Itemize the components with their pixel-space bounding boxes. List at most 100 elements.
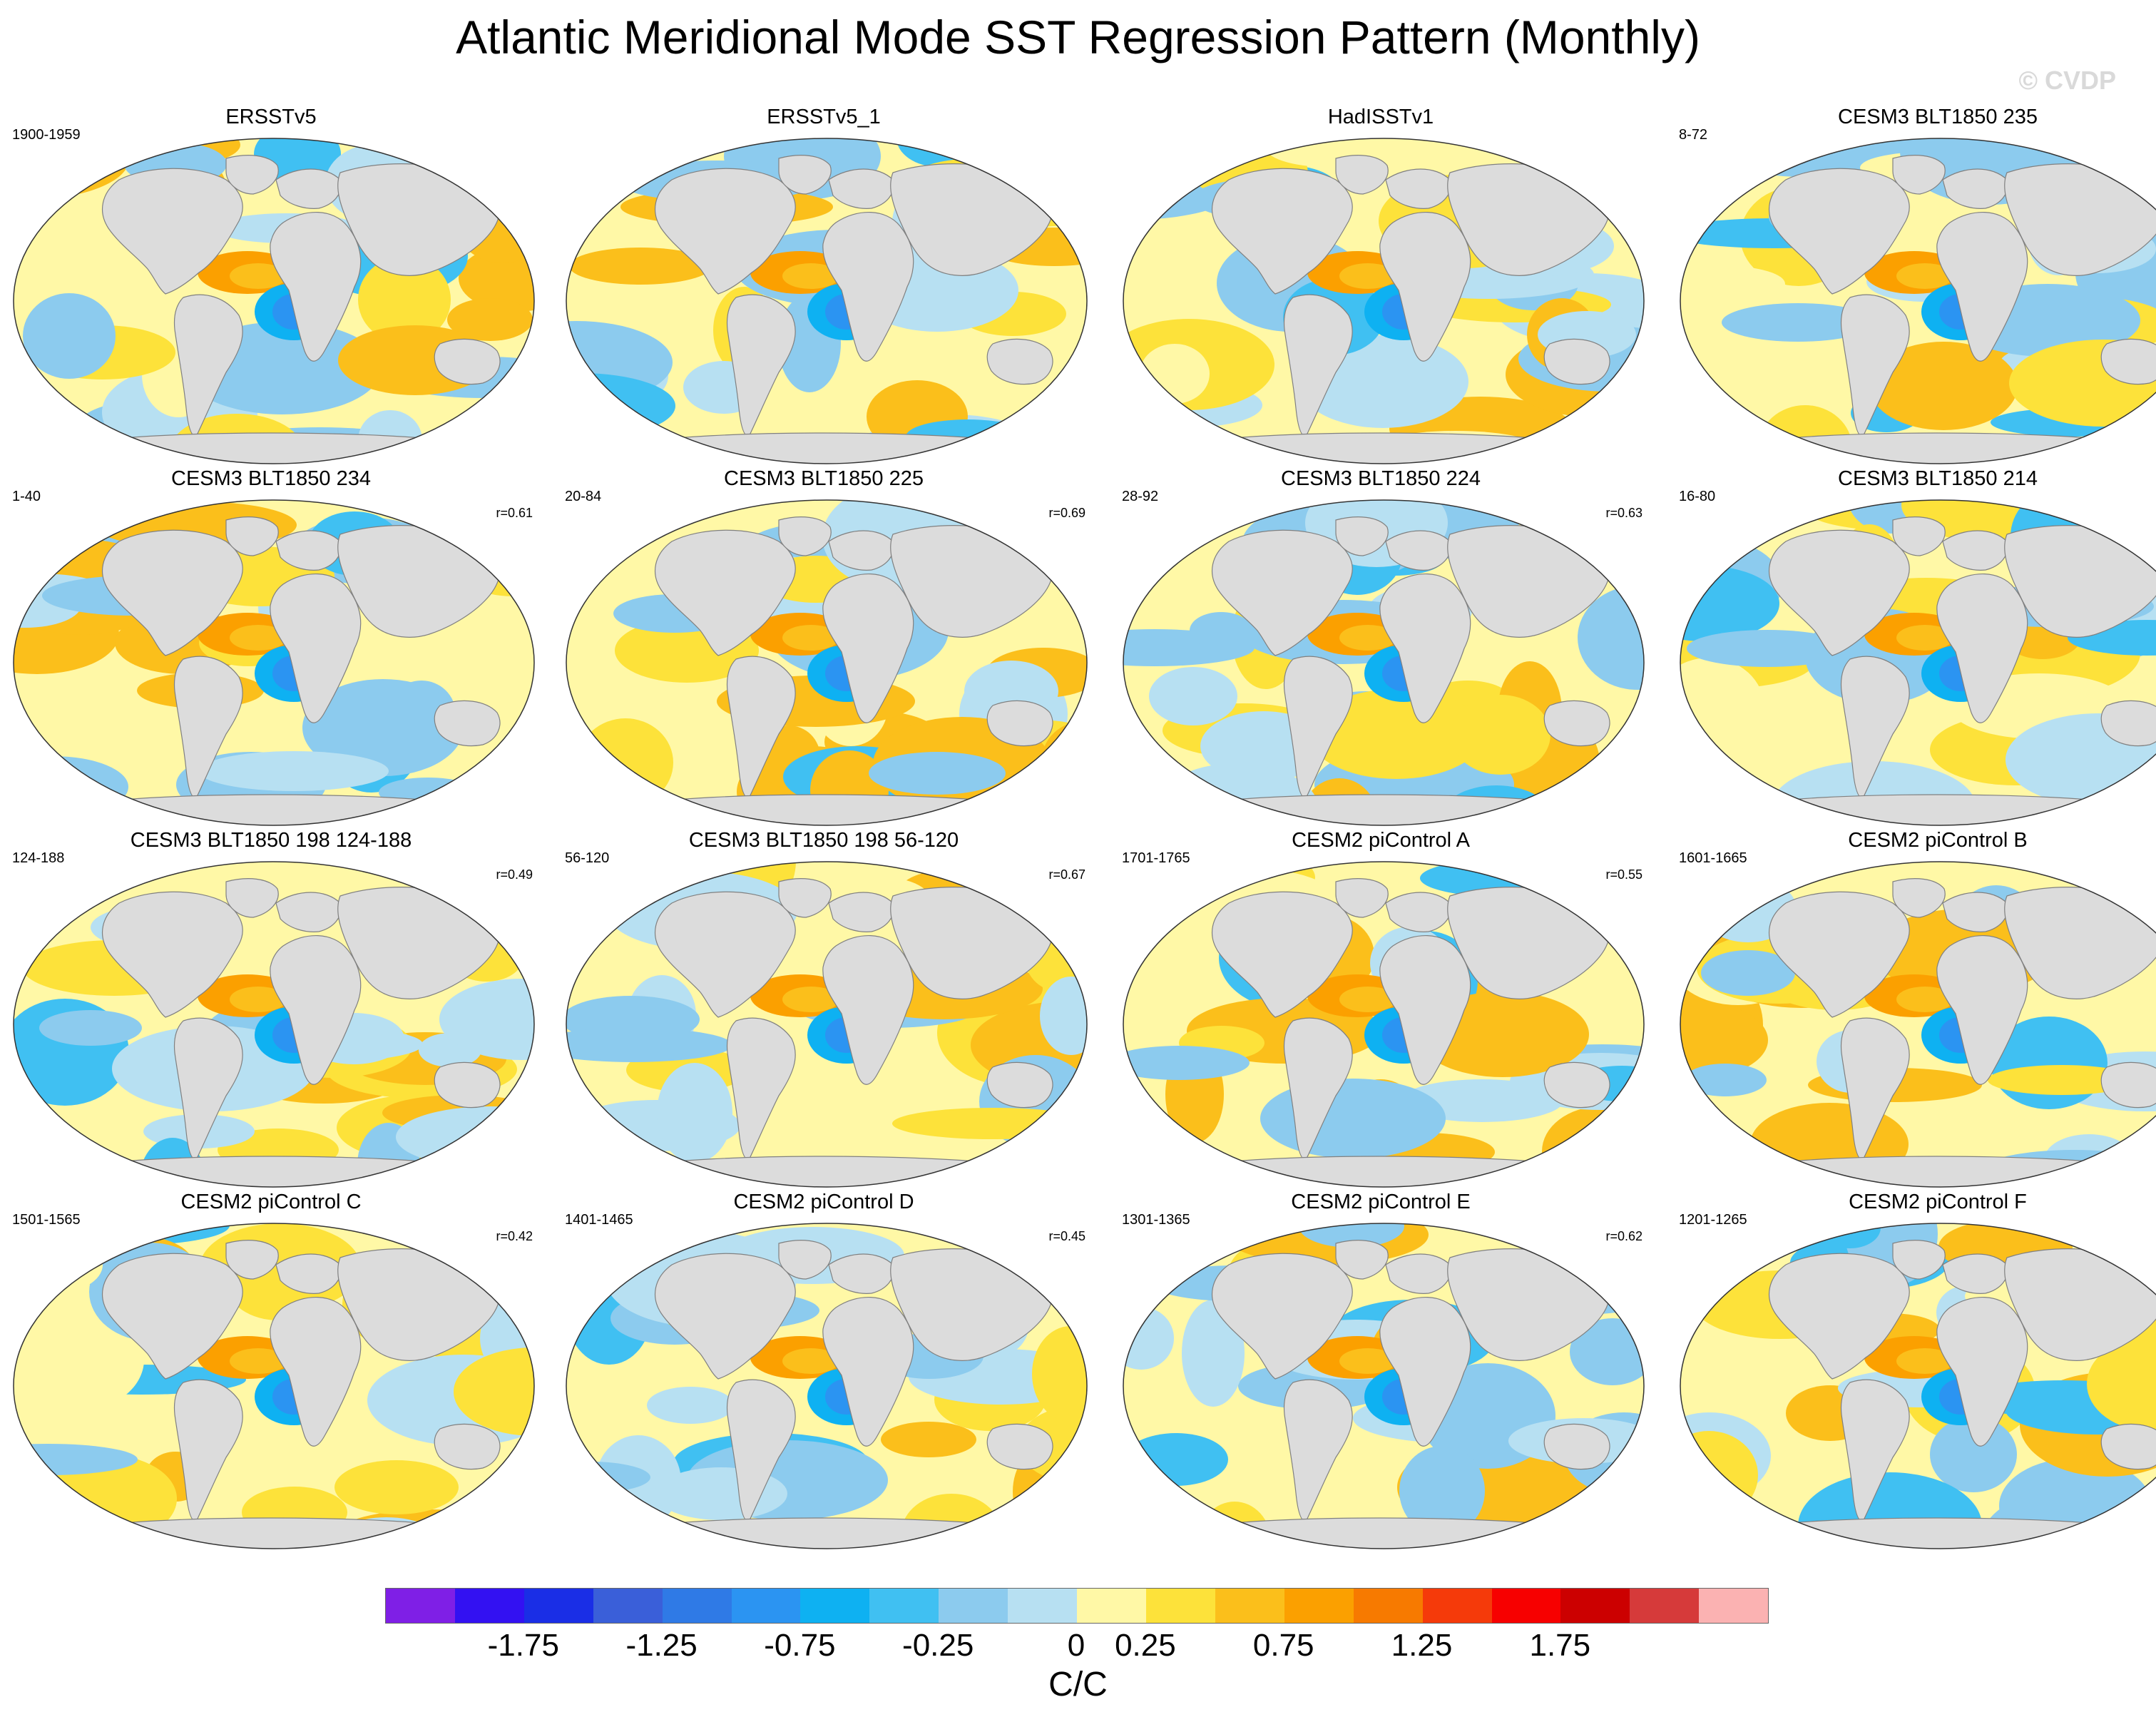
colorbar-tick-label: 0.25 bbox=[1115, 1628, 1176, 1663]
panel-correlation: r=0.45 bbox=[1048, 1229, 1085, 1243]
map-outline bbox=[1123, 138, 1645, 464]
colorbar-swatch bbox=[386, 1589, 455, 1623]
panel-title: CESM2 piControl D bbox=[733, 1191, 914, 1213]
panel-years: 124-188 bbox=[12, 850, 65, 866]
colorbar-tick-label: -0.75 bbox=[764, 1628, 836, 1663]
colorbar bbox=[385, 1588, 1769, 1624]
map-outline bbox=[1123, 499, 1645, 826]
panel-years: 1301-1365 bbox=[1122, 1212, 1190, 1228]
map-panel: CESM2 piControl C 1501-1565 r=0.42 bbox=[4, 1191, 538, 1554]
world-map bbox=[1680, 861, 2156, 1188]
world-map bbox=[1680, 499, 2156, 826]
map-outline bbox=[566, 499, 1088, 826]
panel-years: 16-80 bbox=[1679, 489, 1716, 504]
map-panel: CESM3 BLT1850 225 20-84 r=0.69 bbox=[556, 467, 1091, 831]
map-panel: CESM2 piControl A 1701-1765 r=0.55 bbox=[1113, 829, 1648, 1193]
panel-years: 1-40 bbox=[12, 489, 41, 504]
colorbar-swatch bbox=[1630, 1589, 1700, 1623]
world-map bbox=[566, 499, 1088, 826]
world-map bbox=[13, 1223, 535, 1549]
continents bbox=[628, 516, 1053, 825]
colorbar-swatch bbox=[662, 1589, 732, 1623]
map-panel: CESM3 BLT1850 224 28-92 r=0.63 bbox=[1113, 467, 1648, 831]
continents bbox=[76, 516, 501, 825]
figure-title: Atlantic Meridional Mode SST Regression … bbox=[456, 11, 1700, 63]
colorbar-swatch bbox=[1284, 1589, 1354, 1623]
world-map bbox=[13, 499, 535, 826]
map-outline bbox=[1680, 1223, 2156, 1549]
panel-correlation: r=0.42 bbox=[496, 1229, 533, 1243]
panel-years: 28-92 bbox=[1122, 489, 1159, 504]
continents bbox=[76, 1240, 501, 1549]
colorbar-swatch bbox=[1699, 1589, 1769, 1623]
cvdp-watermark: © CVDP bbox=[2018, 66, 2116, 95]
world-map bbox=[1123, 499, 1645, 826]
map-panel: ERSSTv5_1 bbox=[556, 106, 1091, 469]
panel-years: 1701-1765 bbox=[1122, 850, 1190, 866]
colorbar-tick-label: 1.25 bbox=[1391, 1628, 1453, 1663]
continents bbox=[1742, 1240, 2156, 1549]
map-outline bbox=[1123, 861, 1645, 1188]
map-panel: CESM2 piControl F 1201-1265 r=0.5 bbox=[1670, 1191, 2156, 1554]
colorbar-swatch bbox=[939, 1589, 1008, 1623]
colorbar-swatch bbox=[523, 1589, 593, 1623]
world-map bbox=[13, 861, 535, 1188]
panel-years: 20-84 bbox=[565, 489, 602, 504]
panel-years: 1900-1959 bbox=[12, 127, 81, 143]
map-outline bbox=[1680, 861, 2156, 1188]
panel-title: CESM2 piControl A bbox=[1292, 829, 1470, 852]
map-panel: CESM3 BLT1850 234 1-40 r=0.61 bbox=[4, 467, 538, 831]
panel-title: CESM3 BLT1850 225 bbox=[724, 467, 924, 490]
colorbar-units: C/C bbox=[1048, 1666, 1108, 1703]
world-map bbox=[566, 1223, 1088, 1549]
map-panel: CESM2 piControl B 1601-1665 r=0.4 bbox=[1670, 829, 2156, 1193]
continents bbox=[76, 878, 501, 1187]
map-outline bbox=[1680, 499, 2156, 826]
map-panel: CESM3 BLT1850 198 124-188 124-188 r=0.49 bbox=[4, 829, 538, 1193]
panel-correlation: r=0.61 bbox=[496, 506, 533, 520]
panel-title: HadISSTv1 bbox=[1327, 106, 1434, 128]
map-panel: CESM3 BLT1850 198 56-120 56-120 r=0.67 bbox=[556, 829, 1091, 1193]
panel-correlation: r=0.69 bbox=[1048, 506, 1085, 520]
continents bbox=[1185, 155, 1610, 464]
panel-years: 1601-1665 bbox=[1679, 850, 1747, 866]
panel-title: CESM2 piControl E bbox=[1291, 1191, 1471, 1213]
map-outline bbox=[566, 138, 1088, 464]
panel-title: CESM3 BLT1850 214 bbox=[1838, 467, 2038, 490]
world-map bbox=[566, 138, 1088, 464]
panel-years: 56-120 bbox=[565, 850, 610, 866]
colorbar-swatch bbox=[1353, 1589, 1423, 1623]
panel-title: CESM3 BLT1850 198 56-120 bbox=[688, 829, 959, 852]
continents bbox=[1742, 155, 2156, 464]
colorbar-swatch bbox=[1491, 1589, 1561, 1623]
colorbar-tick-label: 1.75 bbox=[1529, 1628, 1591, 1663]
world-map bbox=[13, 138, 535, 464]
panel-title: CESM3 BLT1850 198 124-188 bbox=[130, 829, 412, 852]
colorbar-tick-label: -1.25 bbox=[625, 1628, 698, 1663]
world-map bbox=[566, 861, 1088, 1188]
world-map bbox=[1123, 861, 1645, 1188]
map-outline bbox=[13, 138, 535, 464]
panel-years: 1501-1565 bbox=[12, 1212, 81, 1228]
panel-title: CESM3 BLT1850 224 bbox=[1281, 467, 1481, 490]
map-panel: CESM3 BLT1850 235 8-72 r=0.6 bbox=[1670, 106, 2156, 469]
panel-years: 8-72 bbox=[1679, 127, 1708, 143]
map-panel: ERSSTv5 1900-1959 bbox=[4, 106, 538, 469]
panel-title: ERSSTv5_1 bbox=[767, 106, 881, 128]
map-outline bbox=[566, 1223, 1088, 1549]
colorbar-swatch bbox=[800, 1589, 870, 1623]
colorbar-tick-label: -1.75 bbox=[487, 1628, 559, 1663]
colorbar-swatch bbox=[1008, 1589, 1078, 1623]
panel-years: 1201-1265 bbox=[1679, 1212, 1747, 1228]
colorbar-swatch bbox=[1422, 1589, 1492, 1623]
map-panel: CESM3 BLT1850 214 16-80 r=0.6 bbox=[1670, 467, 2156, 831]
map-outline bbox=[13, 861, 535, 1188]
map-panel: HadISSTv1 bbox=[1113, 106, 1648, 469]
colorbar-swatch bbox=[593, 1589, 663, 1623]
panel-years: 1401-1465 bbox=[565, 1212, 633, 1228]
panel-title: CESM2 piControl C bbox=[180, 1191, 362, 1213]
panel-correlation: r=0.55 bbox=[1605, 867, 1642, 882]
map-outline bbox=[566, 861, 1088, 1188]
panel-title: CESM3 BLT1850 235 bbox=[1838, 106, 2038, 128]
panel-correlation: r=0.49 bbox=[496, 867, 533, 882]
